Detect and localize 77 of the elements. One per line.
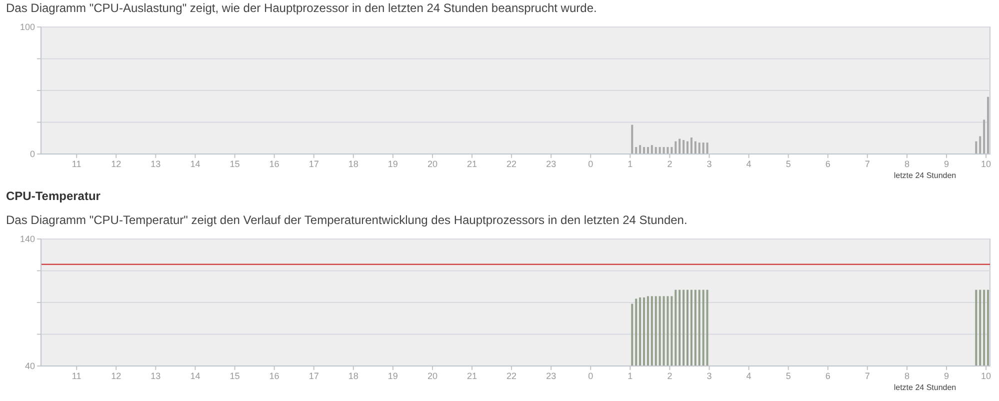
x-tick-label: 13 bbox=[150, 371, 161, 381]
x-tick-label: 22 bbox=[506, 371, 517, 381]
x-tick-label: 17 bbox=[308, 371, 319, 381]
x-tick-label: 14 bbox=[190, 159, 200, 169]
x-tick-label: 15 bbox=[230, 371, 240, 381]
x-tick-label: 8 bbox=[904, 159, 910, 169]
chart-subtitle: Das Diagramm "CPU-Temperatur" zeigt den Verlauf der Temperaturentwicklung des Hauptprozessors in den letzten 24 Stunden. bbox=[6, 213, 688, 227]
x-tick-label: 21 bbox=[466, 159, 478, 169]
x-tick-label: 9 bbox=[944, 159, 950, 169]
x-tick-label: 16 bbox=[269, 159, 280, 169]
x-tick-label: 1 bbox=[628, 371, 633, 381]
x-tick-label: 8 bbox=[904, 371, 910, 381]
bar bbox=[646, 147, 649, 154]
x-tick-label: 17 bbox=[308, 159, 319, 169]
chart-subtitle: Das Diagramm "CPU-Auslastung" zeigt, wie der Hauptprozessor in den letzten 24 Stunden beansprucht wurde. bbox=[6, 1, 597, 15]
bar bbox=[670, 147, 673, 154]
bar bbox=[678, 138, 681, 154]
x-tick-label: 22 bbox=[506, 159, 517, 169]
bar bbox=[639, 145, 642, 154]
x-tick-label: 9 bbox=[944, 371, 950, 381]
x-tick-label: 21 bbox=[466, 371, 478, 381]
x-tick-label: 16 bbox=[269, 371, 280, 381]
x-axis-title: letzte 24 Stunden bbox=[894, 171, 956, 180]
x-tick-label: 19 bbox=[388, 371, 398, 381]
x-tick-label: 11 bbox=[72, 371, 82, 381]
x-tick-label: 12 bbox=[111, 159, 122, 169]
x-tick-label: 14 bbox=[190, 371, 200, 381]
bar bbox=[694, 141, 696, 154]
x-tick-label: 4 bbox=[746, 371, 752, 381]
x-tick-label: 23 bbox=[546, 159, 556, 169]
y-tick-label: 100 bbox=[20, 22, 35, 32]
bar bbox=[650, 145, 653, 154]
x-tick-label: 2 bbox=[667, 371, 672, 381]
x-tick-label: 10 bbox=[981, 159, 992, 169]
bar bbox=[698, 142, 700, 154]
x-tick-label: 5 bbox=[786, 371, 791, 381]
x-tick-label: 18 bbox=[348, 159, 358, 169]
bar bbox=[706, 142, 708, 154]
x-tick-label: 4 bbox=[746, 159, 752, 169]
x-tick-label: 6 bbox=[825, 159, 830, 169]
x-tick-label: 19 bbox=[388, 159, 398, 169]
x-tick-label: 12 bbox=[111, 371, 122, 381]
bar bbox=[643, 147, 646, 154]
bar bbox=[666, 147, 669, 154]
bar bbox=[674, 141, 677, 154]
x-tick-label: 18 bbox=[348, 371, 358, 381]
y-tick-label: 140 bbox=[20, 234, 35, 244]
x-tick-label: 11 bbox=[72, 159, 82, 169]
x-tick-label: 15 bbox=[230, 159, 240, 169]
bar bbox=[654, 147, 657, 154]
bar bbox=[690, 137, 692, 154]
bar bbox=[635, 147, 638, 154]
x-tick-label: 7 bbox=[864, 371, 870, 381]
x-tick-label: 2 bbox=[667, 159, 672, 169]
bar bbox=[702, 142, 704, 154]
x-tick-label: 3 bbox=[706, 159, 712, 169]
bar bbox=[682, 140, 685, 154]
x-tick-label: 0 bbox=[588, 159, 594, 169]
x-tick-label: 1 bbox=[628, 159, 633, 169]
x-tick-label: 10 bbox=[981, 371, 992, 381]
y-tick-label: 40 bbox=[24, 361, 35, 372]
x-tick-label: 20 bbox=[427, 159, 438, 169]
bar bbox=[631, 124, 634, 154]
x-tick-label: 7 bbox=[864, 159, 870, 169]
bar bbox=[662, 147, 665, 154]
chart-title: CPU-Temperatur bbox=[6, 189, 101, 203]
x-tick-label: 0 bbox=[588, 371, 594, 381]
x-tick-label: 6 bbox=[825, 371, 830, 381]
x-tick-label: 20 bbox=[427, 371, 438, 381]
bar bbox=[658, 147, 661, 154]
x-tick-label: 3 bbox=[706, 371, 712, 381]
y-tick-label: 0 bbox=[30, 149, 35, 160]
x-tick-label: 23 bbox=[546, 371, 556, 381]
x-axis-title: letzte 24 Stunden bbox=[894, 383, 956, 392]
x-tick-label: 5 bbox=[786, 159, 791, 169]
x-tick-label: 13 bbox=[150, 159, 161, 169]
bar bbox=[686, 141, 689, 154]
